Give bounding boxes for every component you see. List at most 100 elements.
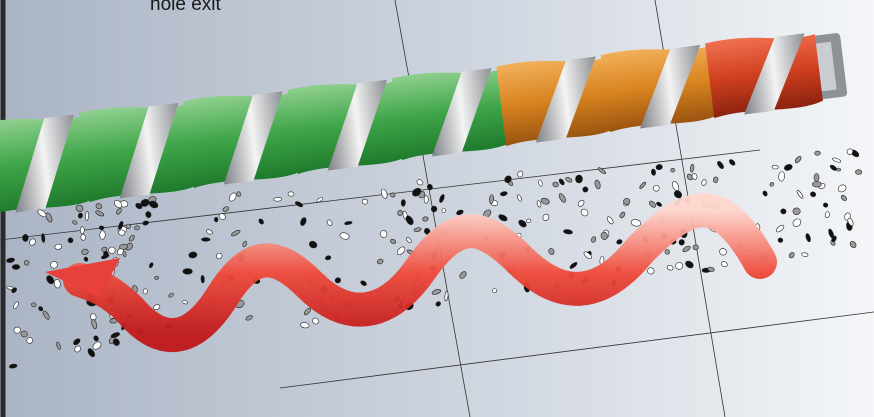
debris-particle <box>153 304 161 310</box>
debris-particle <box>526 218 532 223</box>
drill-land <box>535 56 596 143</box>
debris-particle <box>846 148 854 155</box>
debris-particle <box>23 260 30 266</box>
debris-particle <box>360 280 367 286</box>
debris-particle <box>689 163 695 173</box>
debris-particle <box>50 261 58 269</box>
debris-particle <box>840 194 847 201</box>
arrow-ribbon <box>63 193 777 352</box>
debris-particle <box>518 219 527 228</box>
debris-particle <box>56 341 61 350</box>
debris-particle <box>548 248 555 255</box>
debris-particle <box>678 239 685 246</box>
debris-particle <box>308 240 318 249</box>
debris-particle <box>855 169 863 175</box>
debris-particle <box>597 167 607 175</box>
drill-land <box>15 114 75 213</box>
debris-particle <box>824 211 830 218</box>
debris-particle <box>431 289 442 295</box>
debris-particle <box>361 198 368 205</box>
debris-particle <box>53 279 61 289</box>
debris-particle <box>149 262 154 269</box>
debris-particle <box>236 191 242 197</box>
debris-particle <box>11 264 21 270</box>
debris-particle <box>273 197 283 202</box>
debris-particle <box>230 230 241 237</box>
debris-particle <box>405 237 412 243</box>
debris-particle <box>112 338 120 346</box>
debris-particle <box>729 159 736 166</box>
debris-particle <box>656 201 663 207</box>
debris-particle <box>456 209 464 216</box>
debris-particle <box>42 310 50 320</box>
debris-particle <box>630 219 642 227</box>
debris-particle <box>118 229 126 236</box>
debris-particle <box>594 179 601 190</box>
debris-particle <box>558 193 566 203</box>
debris-particle <box>623 197 631 205</box>
debris-particle <box>801 252 809 257</box>
debris-particle <box>325 255 332 261</box>
debris-particle <box>565 177 573 183</box>
debris-particle <box>216 252 223 260</box>
debris-particle <box>675 262 684 270</box>
debris-particle <box>655 164 663 171</box>
debris-particle <box>339 232 350 240</box>
debris-particle <box>717 161 724 169</box>
debris-particle <box>540 197 550 205</box>
debris-particle <box>619 211 626 219</box>
drill-land <box>119 102 179 199</box>
debris-particle <box>423 195 429 204</box>
debris-particle <box>582 186 589 193</box>
debris-particle <box>788 252 795 259</box>
debris-particle <box>837 184 847 193</box>
debris-particle <box>108 246 116 254</box>
debris-particle <box>316 197 323 203</box>
debris-particle <box>405 215 414 226</box>
debris-particle <box>67 237 74 244</box>
debris-particle <box>142 288 148 295</box>
debris-particle <box>591 236 597 243</box>
debris-particle <box>142 220 149 226</box>
debris-particle <box>214 216 219 223</box>
debris-particle <box>400 199 406 207</box>
debris-particle <box>691 173 698 180</box>
debris-particle <box>31 302 37 308</box>
debris-particle <box>334 277 341 284</box>
debris-particle <box>81 248 89 256</box>
debris-particle <box>135 202 143 210</box>
debris-particle <box>439 194 445 203</box>
debris-particle <box>670 168 676 173</box>
debris-particle <box>762 190 768 197</box>
debris-particle <box>98 225 105 231</box>
debris-particle <box>6 257 15 263</box>
debris-particle <box>9 363 18 369</box>
debris-particle <box>504 175 512 184</box>
debris-particle <box>119 243 128 250</box>
debris-particle <box>218 213 226 220</box>
debris-particle <box>810 191 817 198</box>
debris-particle <box>122 250 127 258</box>
debris-particle <box>95 203 102 210</box>
debris-particle <box>380 188 388 199</box>
debris-particle <box>580 208 589 217</box>
debris-particle <box>577 199 585 207</box>
debris-particle <box>20 330 28 338</box>
hole-exit-label: hole exit <box>150 0 221 15</box>
debris-particle <box>128 234 135 242</box>
debris-particle <box>707 266 715 272</box>
debris-particle <box>500 191 508 197</box>
debris-particle <box>664 249 670 255</box>
debris-particle <box>140 199 150 207</box>
debris-particle <box>45 212 53 223</box>
debris-particle <box>99 230 106 240</box>
debris-particle <box>639 181 646 189</box>
debris-particle <box>11 287 17 293</box>
debris-particle <box>575 174 583 184</box>
debris-particle <box>422 216 429 222</box>
debris-particle <box>101 246 108 252</box>
debris-particle <box>38 306 44 312</box>
debris-particle <box>73 338 81 346</box>
debris-particle <box>287 191 295 197</box>
debris-particle <box>168 292 174 298</box>
